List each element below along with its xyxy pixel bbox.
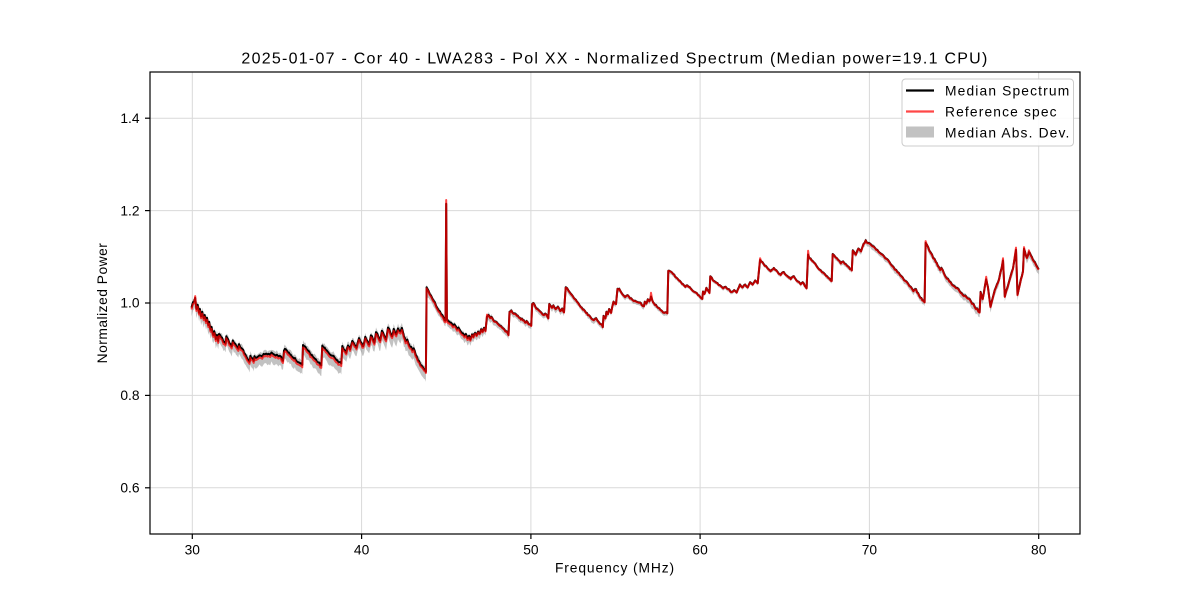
svg-text:30: 30 <box>185 543 201 558</box>
svg-text:1.0: 1.0 <box>120 296 140 311</box>
svg-text:0.8: 0.8 <box>120 388 140 403</box>
svg-text:70: 70 <box>862 543 878 558</box>
svg-text:Frequency (MHz): Frequency (MHz) <box>555 561 675 576</box>
svg-text:1.4: 1.4 <box>120 111 140 126</box>
svg-text:1.2: 1.2 <box>120 203 139 218</box>
svg-text:Median Spectrum: Median Spectrum <box>945 83 1070 98</box>
svg-text:80: 80 <box>1031 543 1047 558</box>
svg-text:Median Abs. Dev.: Median Abs. Dev. <box>945 125 1071 140</box>
svg-text:2025-01-07 - Cor 40 - LWA283 -: 2025-01-07 - Cor 40 - LWA283 - Pol XX - … <box>241 51 988 68</box>
svg-text:40: 40 <box>354 543 370 558</box>
svg-text:50: 50 <box>523 543 539 558</box>
svg-text:Reference spec: Reference spec <box>945 104 1058 119</box>
svg-text:0.6: 0.6 <box>120 481 140 496</box>
svg-text:Normalized Power: Normalized Power <box>95 243 110 364</box>
svg-text:60: 60 <box>692 543 708 558</box>
